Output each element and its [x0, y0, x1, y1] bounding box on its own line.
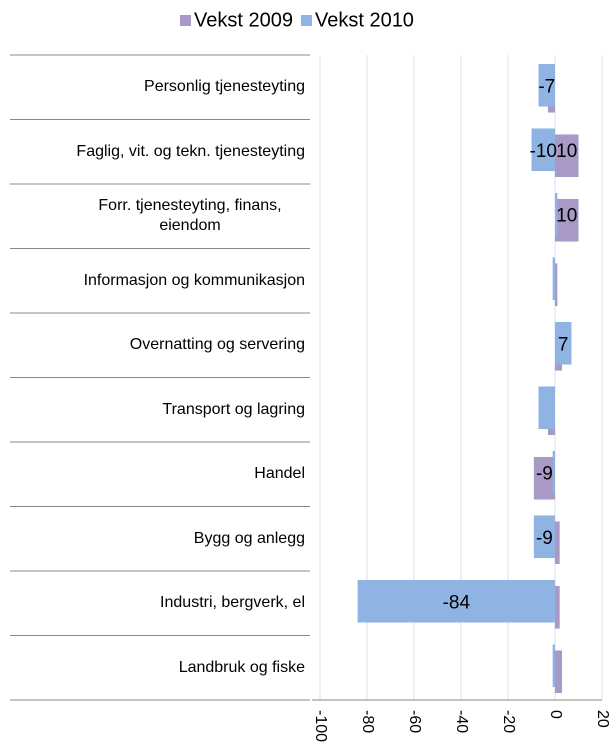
bar	[552, 644, 555, 688]
category-label: Informasjon og kommunikasjon	[10, 249, 305, 314]
data-label: -7	[538, 76, 555, 97]
data-label: -9	[536, 528, 553, 549]
category-label: Handel	[10, 442, 305, 507]
category-text: Faglig, vit. og tekn. tjenesteyting	[76, 142, 305, 160]
category-label: Forr. tjenesteyting, finans, eiendom	[10, 184, 305, 249]
data-label: -10	[530, 141, 557, 162]
bar	[533, 515, 555, 559]
x-tick-label: 20	[594, 710, 611, 728]
x-tick-label: -60	[406, 710, 423, 733]
category-label: Transport og lagring	[10, 378, 305, 443]
bar	[555, 198, 579, 242]
bar	[555, 650, 563, 694]
category-text: Bygg og anlegg	[193, 529, 305, 547]
bar	[555, 321, 572, 365]
bar	[555, 585, 560, 629]
legend-swatch	[180, 15, 191, 26]
x-tick-label: -20	[500, 710, 517, 733]
category-label: Landbruk og fiske	[10, 636, 305, 701]
category-text: Forr. tjenesteyting, finans, eiendom	[98, 197, 282, 235]
category-label: Overnatting og servering	[10, 313, 305, 378]
data-label: 10	[556, 141, 577, 162]
category-text: Industri, bergverk, el	[160, 594, 305, 612]
bar	[552, 257, 555, 301]
category-text: Informasjon og kommunikasjon	[83, 271, 305, 289]
bar	[552, 450, 555, 494]
legend-label: Vekst 2010	[315, 9, 414, 31]
x-tick-label: -100	[312, 710, 329, 742]
x-tick-label: -40	[453, 710, 470, 733]
category-text: Transport og lagring	[162, 400, 305, 418]
data-label: -9	[536, 463, 553, 484]
category-text: Overnatting og servering	[129, 336, 305, 354]
bar	[538, 63, 555, 107]
data-label: 7	[558, 334, 569, 355]
category-label: Personlig tjenesteyting	[10, 55, 305, 120]
category-text: Personlig tjenesteyting	[144, 78, 305, 96]
bar	[555, 192, 558, 236]
category-label: Faglig, vit. og tekn. tjenesteyting	[10, 120, 305, 185]
bar	[555, 263, 558, 307]
x-tick-label: -80	[359, 710, 376, 733]
category-text: Landbruk og fiske	[178, 658, 305, 676]
bar	[531, 128, 555, 172]
legend-swatch	[300, 15, 312, 26]
category-label: Industri, bergverk, el	[10, 571, 305, 636]
data-label: -84	[443, 592, 471, 613]
data-label: 10	[556, 205, 577, 226]
bar	[555, 521, 560, 565]
category-label: Bygg og anlegg	[10, 507, 305, 572]
bar	[533, 456, 555, 500]
x-tick-label: 0	[547, 710, 564, 719]
bar	[555, 134, 579, 178]
legend: Vekst 2009 Vekst 2010	[180, 9, 414, 31]
bar	[357, 579, 555, 623]
category-text: Handel	[254, 465, 305, 483]
bar	[538, 386, 555, 430]
legend-label: Vekst 2009	[194, 9, 293, 31]
